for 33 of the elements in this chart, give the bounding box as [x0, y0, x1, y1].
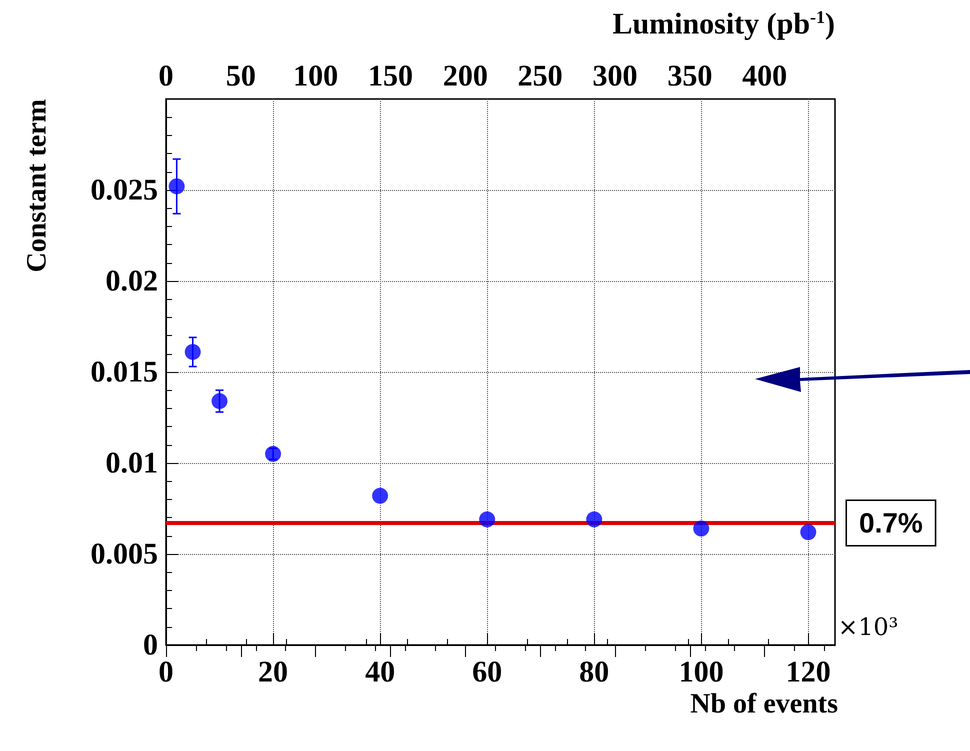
- y-tick-label: 0.01: [106, 446, 158, 480]
- x2-tick-label: 400: [742, 60, 788, 92]
- point: [693, 520, 710, 537]
- point: [586, 511, 602, 528]
- point: [168, 178, 185, 194]
- x2-tick-label: 100: [293, 60, 338, 92]
- x2-tick-label: 150: [368, 60, 413, 92]
- x2-tick-label: 350: [667, 60, 712, 92]
- x-tick-label: 60: [472, 656, 502, 688]
- y-tick-label: 0: [143, 628, 158, 662]
- x-tick-label: 100: [678, 656, 724, 688]
- x-tick-label: 20: [258, 656, 288, 688]
- x-axis-title: Nb of events: [690, 688, 838, 720]
- x2-tick-label: 300: [592, 60, 638, 92]
- point: [212, 393, 228, 410]
- x-tick-label: 120: [786, 656, 831, 688]
- point: [800, 524, 816, 540]
- x2-tick-label: 250: [518, 60, 563, 92]
- y-tick-label: 0.015: [90, 356, 158, 388]
- x2-tick-label: 50: [226, 60, 256, 92]
- point: [184, 344, 201, 360]
- y-axis-title: Constant term: [22, 99, 52, 272]
- x-tick-label: 80: [579, 656, 610, 688]
- y-tick-label: 0.02: [106, 264, 158, 298]
- text: ×10³: [838, 613, 898, 641]
- ref-line-label: 0.7%: [859, 508, 923, 539]
- x-tick-label: 40: [365, 656, 396, 688]
- y-tick-label: 0.025: [90, 174, 158, 206]
- point: [265, 446, 282, 462]
- point: [372, 488, 388, 504]
- x2-tick-label: 200: [442, 60, 488, 92]
- point: [479, 511, 496, 528]
- y-tick-label: 0.005: [90, 538, 158, 570]
